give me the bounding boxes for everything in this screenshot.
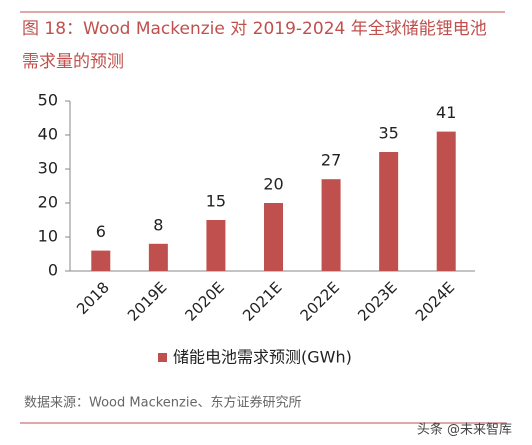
x-tick-label: 2020E [182,278,228,324]
y-tick-label: 20 [38,193,58,212]
bar [264,203,283,271]
y-tick-label: 50 [38,91,58,110]
bar [436,131,456,271]
data-label: 8 [153,215,163,234]
data-label: 15 [206,192,226,211]
data-label: 35 [378,124,398,143]
chart-title: 图 18：Wood Mackenzie 对 2019-2024 年全球储能锂电池 [22,19,487,39]
x-tick-label: 2022E [297,278,343,324]
data-label: 27 [321,151,341,170]
x-tick-label: 2018 [73,278,113,318]
legend-swatch [158,353,167,362]
chart-subtitle: 需求量的预测 [22,52,124,72]
data-label: 6 [96,222,106,241]
y-tick-label: 0 [48,261,58,280]
data-label: 41 [436,103,456,122]
source-note: 数据来源：Wood Mackenzie、东方证券研究所 [24,395,301,411]
legend-label: 储能电池需求预测(GWh) [173,348,352,367]
bar [206,220,226,271]
watermark: 头条 @未来智库 [417,422,512,438]
bar [379,152,399,271]
x-tick-label: 2024E [412,278,458,324]
x-tick-label: 2021E [239,278,285,324]
x-tick-label: 2023E [354,278,400,324]
y-tick-label: 10 [38,227,58,246]
x-tick-label: 2019E [124,278,170,324]
bar [91,250,111,271]
y-tick-label: 30 [38,159,58,178]
y-tick-label: 40 [38,125,58,144]
bar [148,243,168,271]
data-label: 20 [263,175,283,194]
bar [321,179,341,271]
